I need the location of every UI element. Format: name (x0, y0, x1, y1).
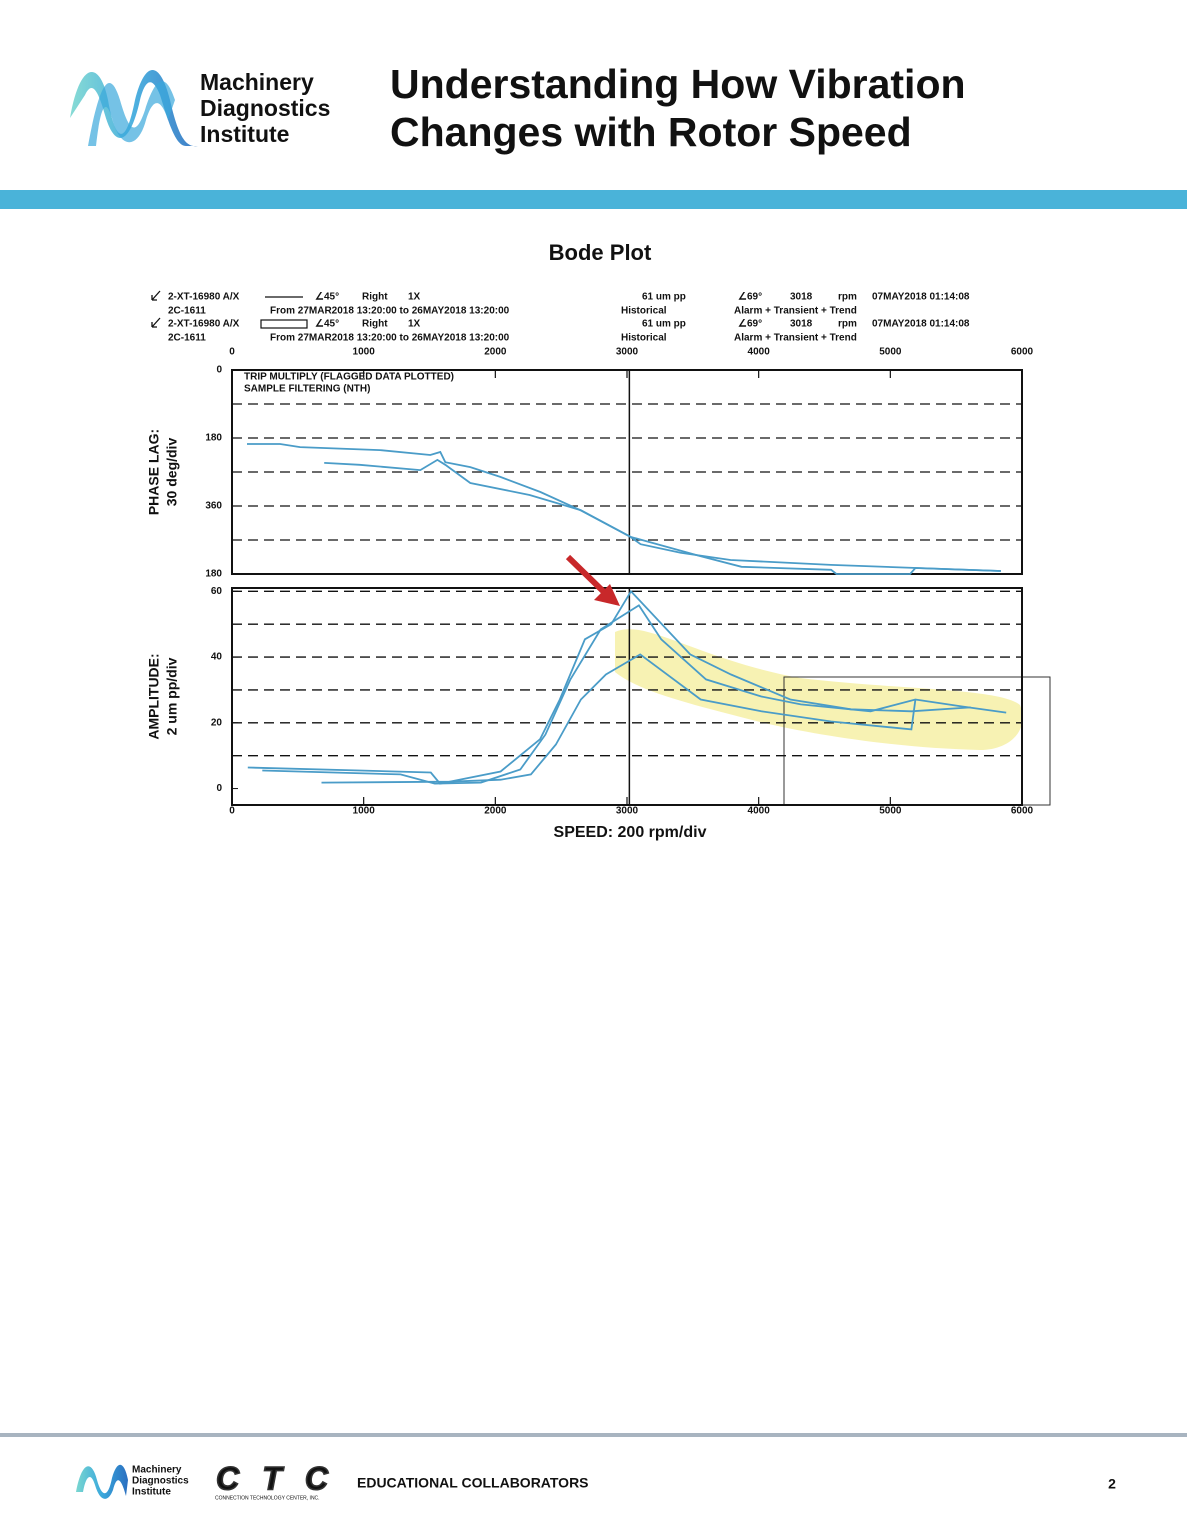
page-title: Understanding How Vibration (390, 61, 966, 107)
header-bar (0, 190, 1187, 209)
legend-text: 2C-1611 (168, 333, 206, 344)
x-tick-label: 4000 (748, 347, 771, 358)
x-tick-label: 3000 (616, 806, 639, 817)
x-tick-label: 0 (229, 347, 235, 358)
legend-text: 1X (408, 319, 421, 330)
footer-logo-mark (76, 1464, 128, 1499)
logo (70, 70, 198, 147)
y-axis-label: 2 um pp/div (164, 657, 180, 735)
page-title: Changes with Rotor Speed (390, 109, 912, 155)
legend-text: 1X (408, 292, 421, 303)
footer-label: EDUCATIONAL COLLABORATORS (357, 1475, 589, 1491)
legend-icon (151, 290, 161, 301)
legend-text: 2C-1611 (168, 306, 206, 317)
legend-text: Historical (621, 306, 667, 317)
y-tick-label: 20 (211, 717, 223, 728)
y-axis-label: 30 deg/div (164, 438, 180, 507)
plot-frame (231, 587, 1023, 806)
logo-mark (88, 81, 175, 146)
legend-text: Alarm + Transient + Trend (734, 306, 857, 317)
data-line (247, 443, 1001, 572)
x-tick-label: 0 (229, 806, 235, 817)
logo-text: Machinery (200, 69, 314, 95)
logo-text: Diagnostics (200, 95, 330, 121)
y-tick-label: 360 (205, 501, 222, 512)
x-tick-label: 3000 (616, 347, 639, 358)
legend-text: ∠69° (738, 292, 762, 303)
x-tick-label: 2000 (484, 806, 507, 817)
legend-icon (151, 317, 161, 328)
plot-title: Bode Plot (549, 240, 652, 265)
y-tick-label: 40 (211, 652, 223, 663)
legend-text: 61 um pp (642, 292, 686, 303)
y-tick-label: 0 (216, 365, 222, 376)
y-tick-label: 60 (211, 586, 223, 597)
data-line (321, 653, 917, 784)
data-line (324, 458, 1001, 575)
legend-text: ∠45° (315, 292, 339, 303)
x-axis-label: SPEED: 200 rpm/div (554, 824, 707, 841)
plot-note: TRIP MULTIPLY (FLAGGED DATA PLOTTED) (244, 372, 454, 383)
highlight (615, 629, 1023, 750)
x-tick-label: 5000 (879, 347, 902, 358)
arrow-head (594, 584, 620, 606)
footer-logo-text: Institute (132, 1487, 171, 1498)
legend-text: 07MAY2018 01:14:08 (872, 319, 970, 330)
legend-text: Right (362, 319, 388, 330)
legend-text: Right (362, 292, 388, 303)
legend-text: From 27MAR2018 13:20:00 to 26MAY2018 13:… (270, 306, 510, 317)
footer-logo-text: Machinery (132, 1465, 182, 1476)
plot-note: SAMPLE FILTERING (NTH) (244, 384, 370, 395)
x-tick-label: 6000 (1011, 806, 1034, 817)
legend-text: Historical (621, 333, 667, 344)
legend-text: 61 um pp (642, 319, 686, 330)
page-number: 2 (1108, 1476, 1116, 1492)
legend-text: 07MAY2018 01:14:08 (872, 292, 970, 303)
ctc-logo: CTC (216, 1460, 329, 1496)
x-tick-label: 4000 (748, 806, 771, 817)
legend-text: 3018 (790, 319, 813, 330)
y-axis-label: AMPLITUDE: (146, 653, 162, 739)
y-tick-label: 180 (205, 569, 222, 580)
y-tick-label: 0 (216, 783, 222, 794)
legend-text: 3018 (790, 292, 813, 303)
x-tick-label: 6000 (1011, 347, 1034, 358)
legend-text: 2-XT-16980 A/X (168, 319, 240, 330)
plot-frame (231, 369, 1023, 575)
plot: 2-XT-16980 A/X ∠45° Right 1X 61 um pp ∠69° 301… (146, 290, 1034, 841)
x-tick-label: 5000 (879, 806, 902, 817)
legend-text: 2-XT-16980 A/X (168, 292, 240, 303)
x-tick-label: 1000 (353, 347, 376, 358)
data-line (247, 589, 971, 785)
data-line (262, 604, 1007, 785)
legend-text: rpm (838, 292, 857, 303)
x-tick-label: 2000 (484, 347, 507, 358)
footer-logo-text: Diagnostics (132, 1476, 189, 1487)
legend-swatch (260, 319, 308, 329)
legend-text: Alarm + Transient + Trend (734, 333, 857, 344)
y-tick-label: 180 (205, 433, 222, 444)
ctc-name: CONNECTION TECHNOLOGY CENTER, INC. (215, 1495, 320, 1501)
legend-text: ∠69° (738, 319, 762, 330)
arrow-shaft (565, 554, 609, 597)
legend-text: rpm (838, 319, 857, 330)
logo-text: Institute (200, 121, 289, 147)
y-axis-label: PHASE LAG: (146, 429, 162, 515)
legend-text: From 27MAR2018 13:20:00 to 26MAY2018 13:… (270, 333, 510, 344)
legend-text: ∠45° (315, 319, 339, 330)
peak-arrow (565, 554, 620, 606)
x-tick-label: 1000 (353, 806, 376, 817)
